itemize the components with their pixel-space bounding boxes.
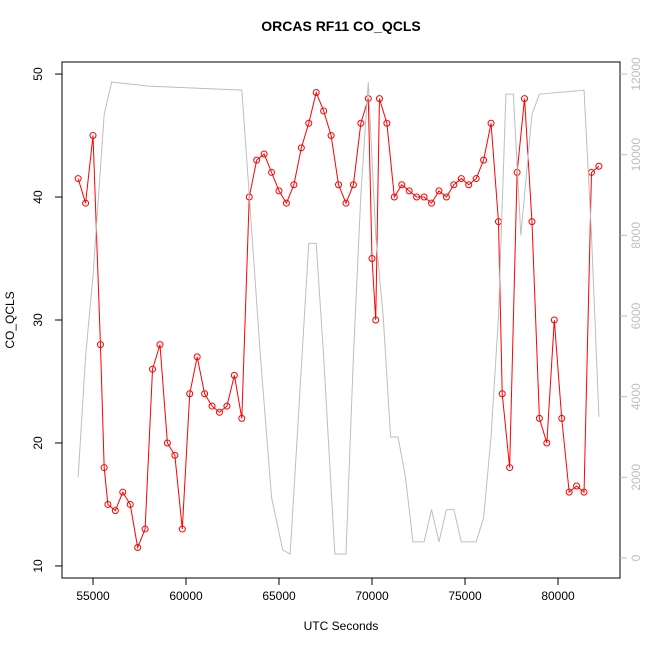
- data-point: [282, 199, 290, 207]
- data-point: [535, 414, 543, 422]
- data-point: [96, 341, 104, 349]
- data-point: [573, 482, 581, 490]
- chart-title: ORCAS RF11 CO_QCLS: [261, 18, 420, 34]
- data-point: [156, 341, 164, 349]
- data-point: [565, 488, 573, 496]
- data-point: [357, 119, 365, 127]
- x-tick-label: 75000: [448, 589, 482, 603]
- data-point: [487, 119, 495, 127]
- data-point: [405, 187, 413, 195]
- data-point: [208, 402, 216, 410]
- data-point: [342, 199, 350, 207]
- data-point: [383, 119, 391, 127]
- data-point: [428, 199, 436, 207]
- data-point: [550, 316, 558, 324]
- data-point: [390, 193, 398, 201]
- data-point: [327, 132, 335, 140]
- data-point: [89, 132, 97, 140]
- data-point: [506, 464, 514, 472]
- data-point: [450, 181, 458, 189]
- data-point: [364, 95, 372, 103]
- y2-tick-label: 10000: [629, 138, 643, 172]
- y-tick-label: 40: [31, 190, 45, 204]
- data-point: [260, 150, 268, 158]
- data-point: [595, 162, 603, 170]
- data-point: [238, 414, 246, 422]
- data-point: [372, 316, 380, 324]
- data-point: [543, 439, 551, 447]
- plot-frame: [61, 61, 621, 579]
- data-point: [349, 181, 357, 189]
- x-tick-label: 65000: [262, 589, 296, 603]
- data-point: [253, 156, 261, 164]
- y2-tick-label: 2000: [629, 464, 643, 491]
- series-line: [77, 81, 600, 555]
- data-point: [290, 181, 298, 189]
- data-point: [141, 525, 149, 533]
- data-point: [521, 95, 529, 103]
- data-point: [74, 175, 82, 183]
- data-point: [528, 218, 536, 226]
- data-point: [119, 488, 127, 496]
- y2-tick-label: 6000: [629, 302, 643, 329]
- data-point: [223, 402, 231, 410]
- data-point: [134, 544, 142, 552]
- y2-tick-label: 12000: [629, 57, 643, 91]
- data-point: [111, 507, 119, 515]
- data-point: [82, 199, 90, 207]
- y2-tick-label: 8000: [629, 222, 643, 249]
- data-point: [305, 119, 313, 127]
- data-point: [163, 439, 171, 447]
- y-tick-label: 30: [31, 313, 45, 327]
- data-point: [413, 193, 421, 201]
- data-point: [100, 464, 108, 472]
- data-point: [398, 181, 406, 189]
- y2-tick-label: 4000: [629, 383, 643, 410]
- data-point: [201, 390, 209, 398]
- data-point: [149, 365, 157, 373]
- data-point: [178, 525, 186, 533]
- data-point: [420, 193, 428, 201]
- x-tick-label: 55000: [76, 589, 110, 603]
- x-axis-label: UTC Seconds: [304, 619, 379, 633]
- data-point: [104, 500, 112, 508]
- data-point: [320, 107, 328, 115]
- data-point: [580, 488, 588, 496]
- data-point: [472, 175, 480, 183]
- data-point: [457, 175, 465, 183]
- data-point: [312, 88, 320, 96]
- data-point: [442, 193, 450, 201]
- data-point: [335, 181, 343, 189]
- data-point: [480, 156, 488, 164]
- data-point: [465, 181, 473, 189]
- y-tick-label: 20: [31, 436, 45, 450]
- data-point: [275, 187, 283, 195]
- data-point: [375, 95, 383, 103]
- data-point: [297, 144, 305, 152]
- y2-tick-label: 0: [629, 554, 643, 561]
- data-point: [435, 187, 443, 195]
- x-tick-label: 60000: [169, 589, 203, 603]
- y-axis-label: CO_QCLS: [3, 291, 17, 348]
- x-tick-label: 70000: [355, 589, 389, 603]
- data-point: [126, 500, 134, 508]
- data-point: [498, 390, 506, 398]
- y-tick-label: 50: [31, 67, 45, 81]
- data-point: [171, 451, 179, 459]
- series-line: [77, 90, 600, 550]
- data-point: [215, 408, 223, 416]
- data-point: [230, 371, 238, 379]
- data-point: [268, 168, 276, 176]
- data-point: [186, 390, 194, 398]
- x-tick-label: 80000: [541, 589, 575, 603]
- y-tick-label: 10: [31, 559, 45, 573]
- data-point: [368, 255, 376, 263]
- data-point: [558, 414, 566, 422]
- data-point: [193, 353, 201, 361]
